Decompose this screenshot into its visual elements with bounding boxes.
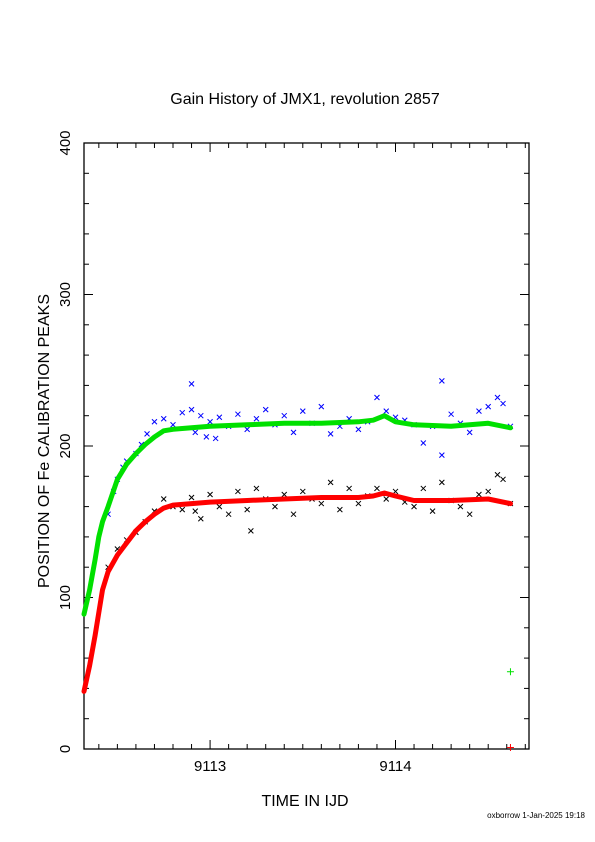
series-1-point [290, 511, 297, 518]
series-3-line [81, 490, 513, 694]
series-0-point [253, 415, 260, 422]
series-1-point [318, 500, 325, 507]
series-0-point [262, 406, 269, 413]
series-1-point [207, 491, 213, 498]
series-0-point [179, 409, 186, 416]
series-1-point [216, 503, 223, 510]
y-tick-label: 200 [57, 433, 74, 458]
series-0-point [212, 435, 219, 442]
series-1-point [457, 503, 464, 510]
series-0-point [281, 412, 288, 419]
series-1-point [192, 508, 199, 514]
chart-title: Gain History of JMX1, revolution 2857 [170, 91, 440, 108]
series-1-point [439, 479, 445, 486]
series-0-point [144, 431, 150, 437]
y-tick-label: 400 [57, 130, 74, 155]
series-0-point [244, 426, 251, 433]
series-1-point [188, 494, 195, 501]
y-tick-label: 0 [57, 745, 74, 753]
series-1-point [485, 488, 492, 495]
series-0-point [160, 415, 167, 422]
series-1-point [494, 471, 501, 478]
x-axis-title: TIME IN IJD [261, 793, 348, 810]
footer-note: oxborrow 1-Jan-2025 19:18 [487, 811, 585, 820]
series-1-point [420, 485, 427, 492]
series-0-point [355, 426, 362, 433]
series-0-point [203, 434, 210, 440]
series-1-point [500, 476, 506, 483]
series-1-point [248, 527, 254, 534]
y-axis-title: POSITION OF Fe CALIBRATION PEAKS [36, 294, 53, 588]
axis-ticks: 0 100 200 300 400 9113 9114 [57, 130, 529, 775]
series-1-point [299, 488, 306, 495]
series-1-point [374, 485, 380, 492]
series-0-point [494, 394, 501, 401]
series-1-point [281, 491, 288, 498]
y-tick-label: 100 [57, 585, 74, 610]
series-1-point [429, 508, 436, 514]
series-1-point [225, 511, 232, 518]
series-0-point [197, 412, 204, 419]
series-0-point [299, 408, 306, 415]
series-0-point [466, 429, 473, 436]
series-5-point [506, 743, 514, 751]
series-0-point [192, 429, 199, 436]
series-0-point [383, 408, 390, 415]
series-1-point [197, 515, 204, 522]
series-0-point [439, 452, 445, 458]
x-tick-label: 9114 [379, 758, 411, 775]
x-tick-label: 9113 [194, 758, 226, 775]
series-0-point [207, 418, 213, 425]
series-1-point [253, 485, 260, 492]
series-4-point [506, 668, 514, 676]
series-0-point [500, 400, 506, 407]
series-0-point [151, 418, 158, 425]
series-0-point [420, 440, 427, 446]
series-1-point [466, 511, 473, 518]
series-2-line [81, 413, 513, 617]
series-0-point [216, 414, 223, 421]
series-0-point [290, 429, 297, 436]
series-0-point [188, 406, 195, 413]
series-0-point [374, 394, 380, 401]
series-1-point [272, 503, 278, 510]
series-1-point [476, 491, 482, 498]
series-1-point [383, 496, 390, 502]
series-0-point [188, 381, 195, 387]
series-0-point [439, 378, 445, 384]
series-1-point [355, 500, 362, 507]
series-1-point [244, 506, 251, 513]
series-0-point [318, 403, 325, 410]
y-tick-label: 300 [57, 282, 74, 307]
series-0-point [327, 431, 334, 437]
series-1-point [179, 506, 186, 513]
series-0-point [170, 421, 176, 428]
series-1-point [327, 479, 334, 486]
plot-frame [83, 142, 530, 750]
series-0-point [485, 403, 492, 410]
series-1-point [235, 488, 241, 495]
series-0-point [476, 408, 482, 415]
data-marks [81, 378, 514, 751]
series-0-point [235, 411, 241, 418]
series-0-point [448, 411, 454, 418]
series-1-point [346, 485, 352, 492]
series-1-point [160, 496, 167, 502]
series-1-point [411, 503, 417, 510]
series-1-point [337, 506, 343, 513]
